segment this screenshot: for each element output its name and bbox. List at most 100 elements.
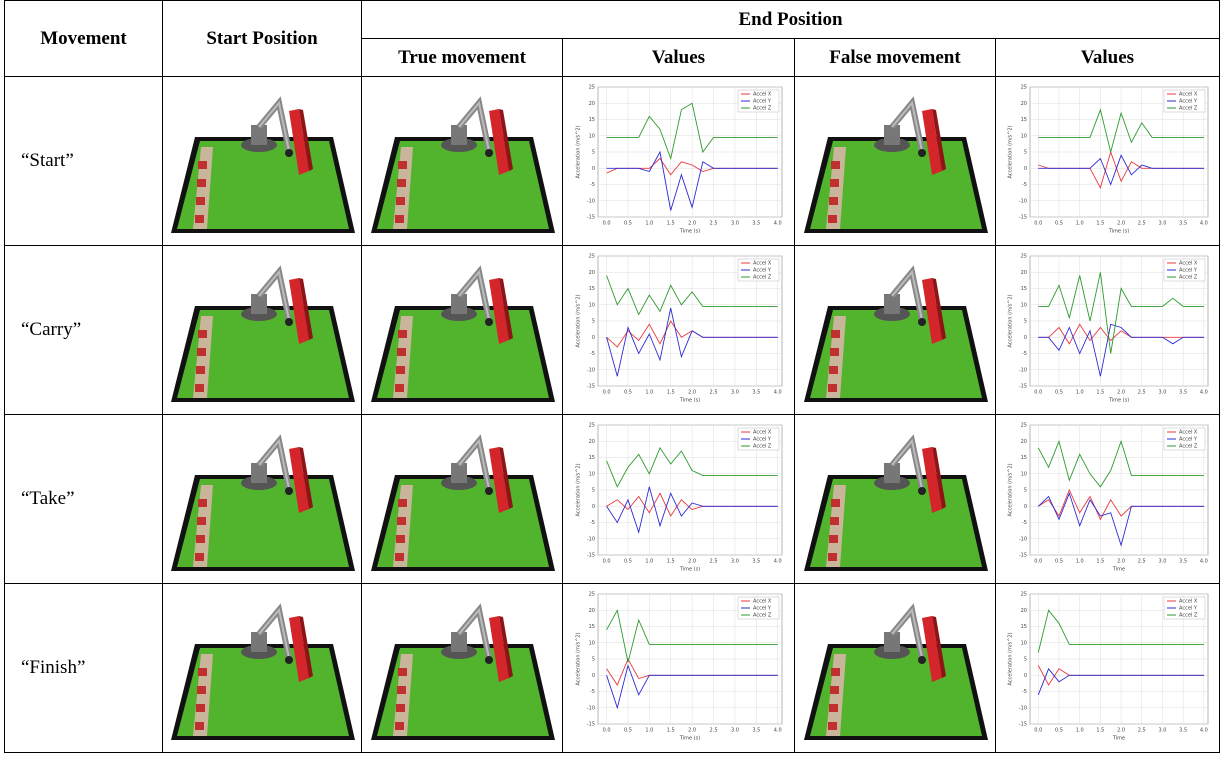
x-tick-label: 1.5 [1096, 728, 1104, 734]
x-tick-label: 2.5 [1137, 221, 1145, 227]
y-tick-label: 25 [1020, 592, 1026, 598]
y-axis-label: Acceleration (m/s^2) [1007, 125, 1013, 178]
y-tick-label: -5 [590, 520, 595, 526]
y-axis-label: Acceleration (m/s^2) [575, 294, 581, 347]
y-tick-label: 10 [588, 133, 594, 139]
y-tick-label: -15 [586, 553, 594, 559]
photo [362, 246, 563, 415]
x-tick-label: 1.5 [1096, 559, 1104, 565]
legend-label: Accel X [753, 92, 772, 98]
x-axis-label: Time (s) [1107, 229, 1128, 235]
y-tick-label: -15 [1018, 215, 1026, 221]
y-tick-label: 5 [1023, 150, 1026, 156]
x-axis-label: Time (s) [678, 567, 699, 573]
x-tick-label: 1.0 [645, 728, 653, 734]
y-tick-label: 20 [1020, 270, 1026, 276]
accel-chart: -15-10-505101520250.00.51.01.52.02.53.03… [568, 250, 790, 410]
x-tick-label: 4.0 [1199, 221, 1207, 227]
x-tick-label: 4.0 [773, 221, 781, 227]
x-tick-label: 2.5 [709, 221, 717, 227]
legend-label: Accel Y [1179, 99, 1198, 105]
x-tick-label: 0.5 [623, 728, 631, 734]
legend-label: Accel Z [753, 275, 772, 281]
y-tick-label: 10 [1020, 133, 1026, 139]
y-tick-label: 20 [588, 270, 594, 276]
y-axis-label: Acceleration (m/s^2) [575, 463, 581, 516]
robot-photo [167, 419, 357, 579]
y-axis-label: Acceleration (m/s^2) [575, 632, 581, 685]
x-tick-label: 2.0 [1117, 390, 1125, 396]
y-tick-label: 25 [588, 423, 594, 429]
y-tick-label: 25 [588, 85, 594, 91]
x-tick-label: 3.5 [752, 728, 760, 734]
y-tick-label: 5 [591, 319, 594, 325]
x-tick-label: 3.0 [730, 390, 738, 396]
photo [362, 415, 563, 584]
x-axis-label: Time (s) [678, 736, 699, 742]
y-tick-label: -5 [590, 689, 595, 695]
y-tick-label: -10 [1018, 367, 1026, 373]
legend-label: Accel X [1179, 92, 1198, 98]
movement-label: “Finish” [5, 584, 163, 753]
y-tick-label: 10 [1020, 640, 1026, 646]
y-tick-label: 15 [1020, 624, 1026, 630]
robot-photo [800, 250, 990, 410]
x-tick-label: 4.0 [1199, 390, 1207, 396]
x-tick-label: 3.5 [1179, 390, 1187, 396]
y-tick-label: 0 [1023, 673, 1026, 679]
x-tick-label: 2.5 [709, 390, 717, 396]
x-tick-label: 0.5 [1055, 728, 1063, 734]
x-tick-label: 2.0 [688, 559, 696, 565]
x-tick-label: 3.5 [752, 221, 760, 227]
photo [795, 77, 996, 246]
legend-label: Accel X [1179, 430, 1198, 436]
y-tick-label: -10 [586, 536, 594, 542]
legend-label: Accel Y [1179, 268, 1198, 274]
x-tick-label: 2.0 [688, 728, 696, 734]
x-tick-label: 3.0 [730, 728, 738, 734]
y-tick-label: 0 [1023, 504, 1026, 510]
legend-label: Accel Z [1179, 106, 1198, 112]
accel-chart: -15-10-505101520250.00.51.01.52.02.53.03… [1000, 81, 1216, 241]
x-tick-label: 1.0 [1075, 390, 1083, 396]
y-tick-label: -15 [586, 722, 594, 728]
photo [163, 415, 362, 584]
y-tick-label: -15 [1018, 722, 1026, 728]
y-tick-label: 5 [591, 657, 594, 663]
x-tick-label: 0.0 [602, 221, 610, 227]
x-tick-label: 0.5 [623, 390, 631, 396]
y-tick-label: -15 [586, 215, 594, 221]
y-tick-label: 0 [591, 166, 594, 172]
y-tick-label: -15 [1018, 384, 1026, 390]
photo [163, 584, 362, 753]
y-tick-label: 10 [1020, 302, 1026, 308]
legend-label: Accel Z [1179, 613, 1198, 619]
movement-label: “Carry” [5, 246, 163, 415]
y-axis-label: Acceleration (m/s^2) [1007, 463, 1013, 516]
x-tick-label: 1.0 [645, 221, 653, 227]
legend-label: Accel Y [753, 99, 772, 105]
x-tick-label: 1.5 [1096, 390, 1104, 396]
legend-label: Accel X [753, 430, 772, 436]
y-tick-label: 20 [588, 439, 594, 445]
x-tick-label: 0.0 [602, 728, 610, 734]
page: Movement Start Position End Position Tru… [0, 0, 1223, 757]
header-cell: Start Position [163, 1, 362, 77]
x-tick-label: 0.5 [1055, 559, 1063, 565]
y-tick-label: 10 [588, 640, 594, 646]
y-tick-label: 0 [591, 673, 594, 679]
header-cell: Values [996, 39, 1220, 77]
y-tick-label: -5 [1022, 520, 1027, 526]
header-cell: End Position [362, 1, 1220, 39]
y-tick-label: 5 [591, 150, 594, 156]
y-tick-label: 20 [1020, 608, 1026, 614]
x-tick-label: 2.0 [688, 390, 696, 396]
y-tick-label: 20 [588, 101, 594, 107]
x-tick-label: 4.0 [1199, 559, 1207, 565]
x-tick-label: 3.5 [1179, 728, 1187, 734]
legend-label: Accel X [1179, 261, 1198, 267]
x-tick-label: 1.0 [1075, 221, 1083, 227]
accel-chart: -15-10-505101520250.00.51.01.52.02.53.03… [1000, 588, 1216, 748]
